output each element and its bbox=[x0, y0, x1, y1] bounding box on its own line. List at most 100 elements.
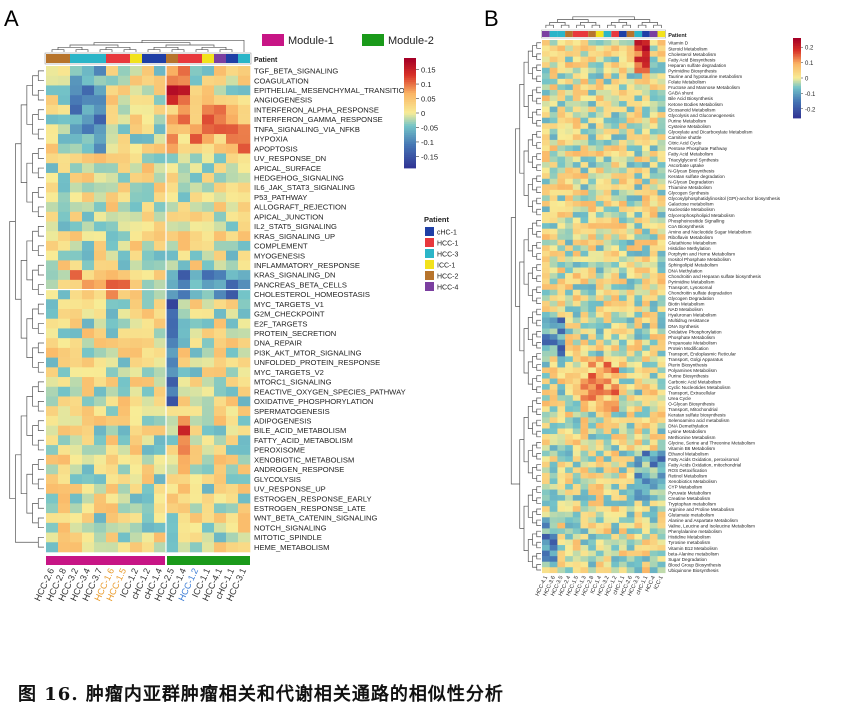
heatmap-cell bbox=[542, 73, 550, 80]
heatmap-cell bbox=[118, 532, 131, 543]
heatmap-cell bbox=[565, 101, 574, 107]
heatmap-cell bbox=[649, 273, 658, 279]
heatmap-cell bbox=[572, 334, 581, 340]
heatmap-cell bbox=[46, 309, 59, 320]
heatmap-cell bbox=[542, 40, 550, 46]
heatmap-cell bbox=[178, 522, 191, 533]
heatmap-cell bbox=[226, 85, 239, 96]
heatmap-cell bbox=[70, 192, 83, 203]
heatmap-cell bbox=[634, 406, 643, 413]
row-label: Transport, Lysosomal bbox=[668, 285, 712, 290]
heatmap-cell bbox=[118, 377, 131, 388]
row-label: TGF_BETA_SIGNALING bbox=[254, 67, 338, 76]
heatmap-cell bbox=[106, 163, 119, 174]
heatmap-cell bbox=[626, 361, 635, 368]
heatmap-cell bbox=[595, 156, 604, 163]
heatmap-cell bbox=[118, 513, 131, 524]
module-2-bar bbox=[167, 556, 250, 565]
heatmap-cell bbox=[214, 396, 227, 407]
dendrogram-branch bbox=[532, 245, 537, 257]
heatmap-cell bbox=[657, 239, 666, 246]
heatmap-cell bbox=[46, 347, 59, 358]
patient-annotation-cell bbox=[542, 31, 550, 37]
heatmap-cell bbox=[557, 384, 566, 390]
heatmap-cell bbox=[202, 425, 215, 436]
heatmap-cell bbox=[58, 357, 71, 368]
heatmap-cell bbox=[238, 240, 251, 251]
heatmap-cell bbox=[238, 435, 251, 446]
dendrogram-branch bbox=[15, 454, 39, 543]
colorbar-segment bbox=[793, 46, 801, 48]
heatmap-cell bbox=[178, 260, 191, 271]
heatmap-cell bbox=[214, 231, 227, 242]
row-label: Vitamin B6 Metabolism bbox=[668, 446, 715, 451]
heatmap-cell bbox=[142, 377, 155, 388]
heatmap-cell bbox=[178, 299, 191, 310]
colorbar-segment bbox=[404, 160, 416, 163]
heatmap-cell bbox=[595, 439, 604, 446]
row-label: Xenobiotics Metabolism bbox=[668, 479, 717, 484]
heatmap-cell bbox=[603, 145, 612, 152]
colorbar-segment bbox=[793, 65, 801, 68]
dendrogram-branch bbox=[26, 85, 33, 125]
heatmap-cell bbox=[642, 245, 651, 252]
heatmap-cell bbox=[226, 357, 239, 368]
heatmap-cell bbox=[178, 318, 191, 329]
heatmap-cell bbox=[634, 200, 643, 207]
heatmap-cell bbox=[580, 295, 589, 302]
dendrogram-branch bbox=[527, 183, 533, 207]
colorbar-segment bbox=[404, 69, 416, 72]
heatmap-cell bbox=[214, 221, 227, 232]
heatmap-cell bbox=[70, 318, 83, 329]
heatmap-cell bbox=[580, 422, 589, 429]
row-label: Cyclic Nucleotides Metabolism bbox=[668, 385, 730, 390]
heatmap-cell bbox=[626, 306, 635, 313]
heatmap-cell bbox=[557, 184, 566, 191]
heatmap-cell bbox=[619, 95, 627, 102]
heatmap-cell bbox=[178, 182, 191, 193]
heatmap-cell bbox=[542, 212, 550, 218]
heatmap-cell bbox=[642, 101, 651, 107]
heatmap-cell bbox=[580, 117, 589, 124]
heatmap-cell bbox=[603, 217, 612, 224]
colorbar-segment bbox=[793, 68, 801, 71]
heatmap-cell bbox=[619, 406, 627, 413]
heatmap-cell bbox=[130, 75, 143, 86]
heatmap-cell bbox=[557, 345, 566, 352]
heatmap-cell bbox=[542, 278, 550, 285]
heatmap-cell bbox=[657, 234, 666, 241]
heatmap-cell bbox=[580, 228, 589, 235]
heatmap-cell bbox=[154, 95, 167, 106]
heatmap-cell bbox=[588, 250, 597, 257]
heatmap-cell bbox=[588, 189, 597, 196]
dendrogram-branch bbox=[536, 242, 541, 249]
heatmap-cell bbox=[572, 528, 581, 535]
dendrogram-branch bbox=[532, 156, 537, 168]
heatmap-cell bbox=[178, 211, 191, 222]
heatmap-cell bbox=[649, 195, 658, 202]
heatmap-cell bbox=[542, 417, 550, 424]
heatmap-cell bbox=[588, 228, 597, 235]
heatmap-cell bbox=[626, 567, 635, 574]
heatmap-cell bbox=[619, 434, 627, 440]
heatmap-cell bbox=[142, 134, 155, 145]
heatmap-cell bbox=[588, 262, 597, 268]
heatmap-cell bbox=[549, 200, 558, 207]
dendrogram-branch bbox=[527, 139, 533, 163]
heatmap-cell bbox=[58, 192, 71, 203]
heatmap-cell bbox=[58, 153, 71, 164]
heatmap-cell bbox=[657, 456, 666, 463]
heatmap-cell bbox=[542, 511, 550, 518]
heatmap-cell bbox=[202, 532, 215, 543]
dendrogram-branch bbox=[527, 450, 533, 474]
heatmap-cell bbox=[657, 89, 666, 96]
heatmap-cell bbox=[588, 89, 597, 96]
heatmap-cell bbox=[603, 128, 612, 135]
row-label: COMPLEMENT bbox=[254, 242, 308, 251]
heatmap-cell bbox=[588, 417, 597, 424]
patient-annotation-cell bbox=[580, 31, 589, 37]
heatmap-cell bbox=[595, 217, 604, 224]
heatmap-cell bbox=[542, 117, 550, 124]
heatmap-cell bbox=[634, 217, 643, 224]
row-label: Histidine Methylation bbox=[668, 246, 711, 251]
